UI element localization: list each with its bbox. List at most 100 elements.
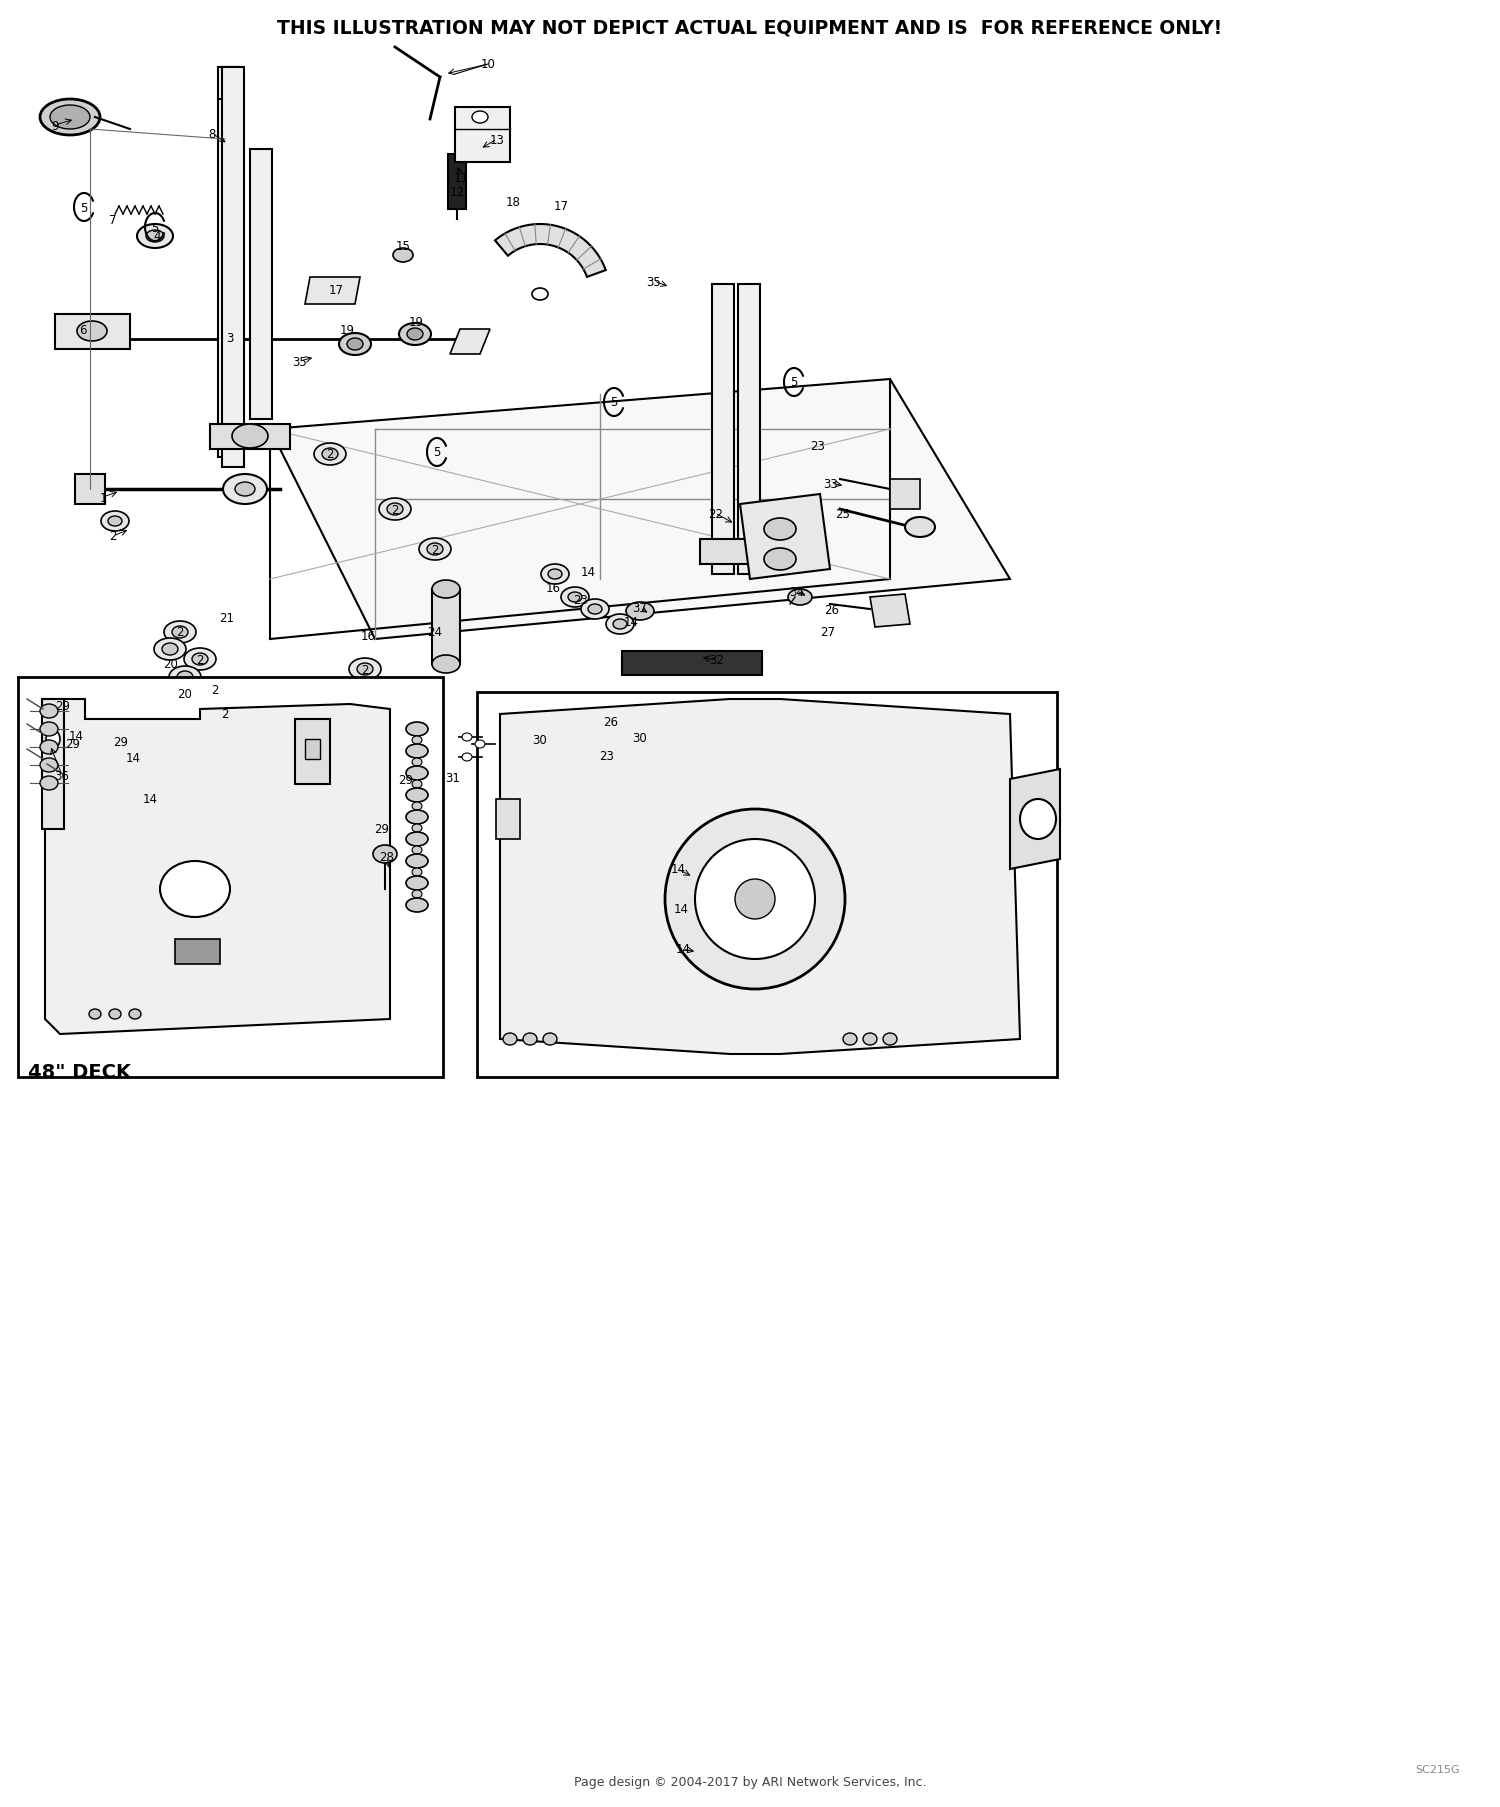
Text: 35: 35	[292, 356, 308, 369]
Text: 2: 2	[222, 708, 230, 721]
Ellipse shape	[192, 654, 208, 665]
Polygon shape	[870, 595, 910, 627]
Text: 31: 31	[446, 772, 460, 784]
Bar	[477, 692, 1058, 1077]
Text: 2: 2	[392, 502, 399, 517]
Ellipse shape	[209, 703, 242, 726]
Polygon shape	[496, 799, 520, 840]
Ellipse shape	[406, 898, 427, 913]
Text: 1: 1	[99, 492, 106, 504]
Ellipse shape	[357, 663, 374, 676]
Text: 14: 14	[580, 566, 596, 578]
Ellipse shape	[543, 1034, 556, 1046]
Ellipse shape	[694, 840, 814, 960]
Ellipse shape	[88, 1010, 101, 1019]
Ellipse shape	[462, 754, 472, 761]
Polygon shape	[1010, 770, 1060, 869]
Text: 26: 26	[825, 604, 840, 618]
Ellipse shape	[224, 475, 267, 504]
Polygon shape	[304, 278, 360, 305]
Text: 5: 5	[790, 376, 798, 389]
Ellipse shape	[232, 425, 268, 448]
Ellipse shape	[164, 622, 196, 643]
Ellipse shape	[217, 714, 232, 726]
Ellipse shape	[217, 708, 232, 721]
Ellipse shape	[172, 627, 188, 638]
Text: 30: 30	[633, 732, 648, 744]
Text: 5: 5	[610, 396, 618, 408]
Ellipse shape	[100, 511, 129, 531]
Text: 19: 19	[339, 323, 354, 336]
Bar	[432, 589, 460, 665]
Text: Page design © 2004-2017 by ARI Network Services, Inc.: Page design © 2004-2017 by ARI Network S…	[573, 1776, 926, 1789]
Ellipse shape	[413, 869, 422, 876]
Ellipse shape	[884, 1034, 897, 1046]
Text: 14: 14	[126, 752, 141, 764]
Ellipse shape	[346, 340, 363, 351]
Bar	[18, 678, 442, 1077]
Text: 9: 9	[51, 119, 58, 132]
Ellipse shape	[177, 672, 194, 683]
Ellipse shape	[314, 445, 346, 466]
Text: 33: 33	[824, 477, 839, 490]
Text: 4: 4	[153, 229, 160, 244]
Ellipse shape	[406, 788, 427, 802]
Ellipse shape	[462, 734, 472, 741]
Ellipse shape	[170, 667, 201, 688]
Text: 14: 14	[624, 614, 639, 629]
Ellipse shape	[476, 741, 484, 748]
Ellipse shape	[788, 589, 812, 605]
Text: 15: 15	[396, 239, 411, 253]
Ellipse shape	[207, 683, 224, 696]
Text: 32: 32	[710, 654, 724, 667]
Bar	[738, 286, 760, 575]
Text: 23: 23	[573, 593, 588, 605]
Text: 29: 29	[114, 735, 129, 750]
Ellipse shape	[764, 549, 796, 571]
Text: 21: 21	[219, 611, 234, 623]
Text: 2: 2	[110, 529, 117, 544]
Ellipse shape	[192, 698, 208, 708]
Text: 27: 27	[821, 625, 836, 638]
Text: 24: 24	[427, 627, 442, 640]
Ellipse shape	[399, 323, 430, 345]
Ellipse shape	[406, 855, 427, 869]
Ellipse shape	[764, 519, 796, 540]
Ellipse shape	[548, 569, 562, 580]
Ellipse shape	[184, 649, 216, 670]
Text: 2: 2	[211, 683, 219, 696]
Ellipse shape	[110, 1010, 122, 1019]
Ellipse shape	[568, 593, 582, 604]
Ellipse shape	[472, 112, 488, 125]
Text: 10: 10	[480, 58, 495, 72]
Ellipse shape	[40, 99, 101, 136]
Ellipse shape	[413, 846, 422, 855]
Ellipse shape	[339, 334, 370, 356]
Text: 17: 17	[328, 284, 344, 296]
Ellipse shape	[862, 1034, 877, 1046]
Text: 26: 26	[603, 716, 618, 728]
Text: 34: 34	[789, 585, 804, 598]
Text: 11: 11	[453, 172, 468, 184]
Ellipse shape	[664, 810, 844, 990]
Ellipse shape	[588, 605, 602, 614]
Bar	[448, 155, 466, 210]
Ellipse shape	[154, 638, 186, 661]
Ellipse shape	[380, 499, 411, 520]
Ellipse shape	[146, 231, 164, 242]
Ellipse shape	[200, 679, 231, 701]
Ellipse shape	[413, 824, 422, 833]
Ellipse shape	[532, 289, 548, 300]
Ellipse shape	[40, 741, 58, 755]
Ellipse shape	[393, 249, 412, 262]
Ellipse shape	[162, 643, 178, 656]
Ellipse shape	[427, 544, 442, 557]
Ellipse shape	[406, 744, 427, 759]
Ellipse shape	[387, 504, 404, 515]
Ellipse shape	[236, 482, 255, 497]
Ellipse shape	[580, 600, 609, 620]
Ellipse shape	[209, 708, 242, 730]
Text: 20: 20	[177, 688, 192, 701]
Bar	[42, 699, 64, 829]
Text: 5: 5	[433, 446, 441, 459]
